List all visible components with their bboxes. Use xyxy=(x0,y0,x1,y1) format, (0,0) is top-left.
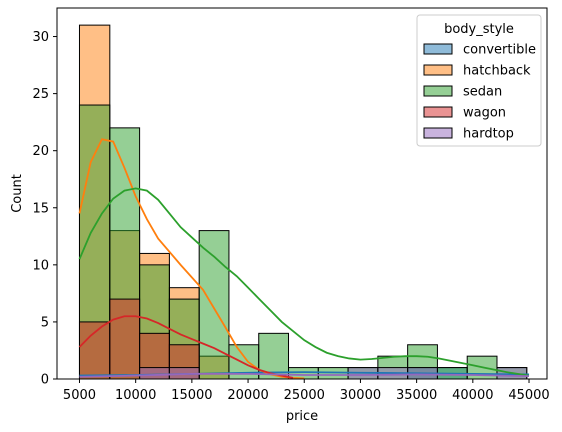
x-tick-label: 10000 xyxy=(115,388,156,403)
x-tick-label: 5000 xyxy=(63,388,96,403)
y-tick-label: 10 xyxy=(32,258,49,273)
histogram-bars xyxy=(78,24,528,380)
legend-swatch-wagon xyxy=(423,106,453,118)
x-tick-label: 25000 xyxy=(284,388,325,403)
x-tick-label: 35000 xyxy=(396,388,437,403)
x-tick-label: 20000 xyxy=(227,388,268,403)
y-axis-label: Count xyxy=(10,174,25,213)
x-tick-label: 15000 xyxy=(171,388,212,403)
x-tick-label: 40000 xyxy=(452,388,493,403)
y-tick-label: 0 xyxy=(41,373,49,388)
bar-hardtop-2 xyxy=(139,367,170,380)
legend-label-wagon: wagon xyxy=(463,106,506,121)
legend-title: body_style xyxy=(444,22,514,37)
bar-sedan-4 xyxy=(198,230,230,380)
kde-line-wagon xyxy=(78,315,294,379)
legend-label-hatchback: hatchback xyxy=(463,64,531,79)
plot-frame xyxy=(56,7,548,380)
y-tick-label: 5 xyxy=(41,315,49,330)
x-axis-label: price xyxy=(286,409,318,424)
bar-wagon-1 xyxy=(109,298,141,380)
legend-swatch-sedan xyxy=(423,85,453,97)
legend-swatch-hardtop xyxy=(423,127,453,139)
y-tick-label: 30 xyxy=(32,30,49,45)
kde-line-sedan xyxy=(78,187,530,377)
y-tick-label: 20 xyxy=(32,144,49,159)
legend-swatch-hatchback xyxy=(423,64,453,76)
kde-curves xyxy=(78,138,530,380)
bar-wagon-0 xyxy=(78,321,111,380)
x-tick-label: 45000 xyxy=(508,388,549,403)
legend-label-sedan: sedan xyxy=(463,85,502,100)
legend-label-hardtop: hardtop xyxy=(463,127,514,142)
x-tick-label: 30000 xyxy=(340,388,381,403)
axes: 5000 10000 15000 20000 25000 30000 35000 40000 4… xyxy=(10,7,550,424)
y-tick-label: 25 xyxy=(32,87,49,102)
legend-label-convertible: convertible xyxy=(463,43,536,58)
legend: body_style convertible hatchback sedan wagon… xyxy=(416,14,542,147)
kde-line-hardtop xyxy=(79,372,530,378)
legend-swatch-convertible xyxy=(423,43,453,55)
y-tick-label: 15 xyxy=(32,201,49,216)
